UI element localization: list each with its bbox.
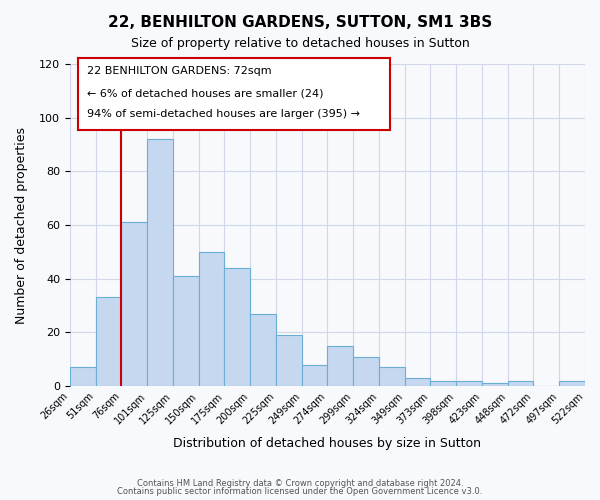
Y-axis label: Number of detached properties: Number of detached properties	[15, 126, 28, 324]
Bar	[482, 384, 508, 386]
Bar	[379, 367, 405, 386]
Bar	[224, 268, 250, 386]
Text: 94% of semi-detached houses are larger (395) →: 94% of semi-detached houses are larger (…	[87, 109, 360, 119]
Bar	[276, 335, 302, 386]
Bar	[405, 378, 430, 386]
Bar	[70, 367, 96, 386]
Bar	[147, 139, 173, 386]
Bar	[508, 380, 533, 386]
Bar	[430, 380, 456, 386]
Bar	[353, 356, 379, 386]
Text: Size of property relative to detached houses in Sutton: Size of property relative to detached ho…	[131, 38, 469, 51]
Bar	[328, 346, 353, 386]
Bar	[250, 314, 276, 386]
Bar	[96, 298, 121, 386]
Bar	[121, 222, 147, 386]
Text: 22, BENHILTON GARDENS, SUTTON, SM1 3BS: 22, BENHILTON GARDENS, SUTTON, SM1 3BS	[108, 15, 492, 30]
Text: Contains HM Land Registry data © Crown copyright and database right 2024.: Contains HM Land Registry data © Crown c…	[137, 478, 463, 488]
Text: 22 BENHILTON GARDENS: 72sqm: 22 BENHILTON GARDENS: 72sqm	[87, 66, 272, 76]
Bar	[559, 380, 585, 386]
Bar	[199, 252, 224, 386]
Text: Contains public sector information licensed under the Open Government Licence v3: Contains public sector information licen…	[118, 487, 482, 496]
Text: ← 6% of detached houses are smaller (24): ← 6% of detached houses are smaller (24)	[87, 89, 323, 99]
Bar	[173, 276, 199, 386]
Bar	[456, 380, 482, 386]
X-axis label: Distribution of detached houses by size in Sutton: Distribution of detached houses by size …	[173, 437, 481, 450]
Bar	[302, 364, 328, 386]
